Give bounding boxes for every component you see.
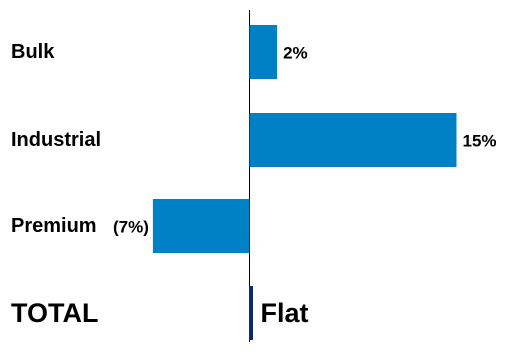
value-label-premium: (7%) (113, 218, 149, 237)
category-label-industrial: Industrial (11, 129, 101, 151)
bar-total (249, 286, 253, 340)
value-label-total: Flat (261, 298, 309, 328)
labels-layer: Bulk 2% Industrial 15% Premium (7%) TOTAL Flat (11, 41, 497, 328)
bars-layer (152, 25, 457, 340)
bar-industrial (249, 113, 457, 167)
value-label-industrial: 15% (463, 132, 497, 151)
category-label-premium: Premium (11, 215, 97, 237)
category-label-bulk: Bulk (11, 41, 55, 63)
bar-bulk (249, 25, 278, 79)
bar-premium (152, 199, 250, 253)
value-label-bulk: 2% (283, 44, 308, 63)
category-label-total: TOTAL (11, 298, 99, 328)
